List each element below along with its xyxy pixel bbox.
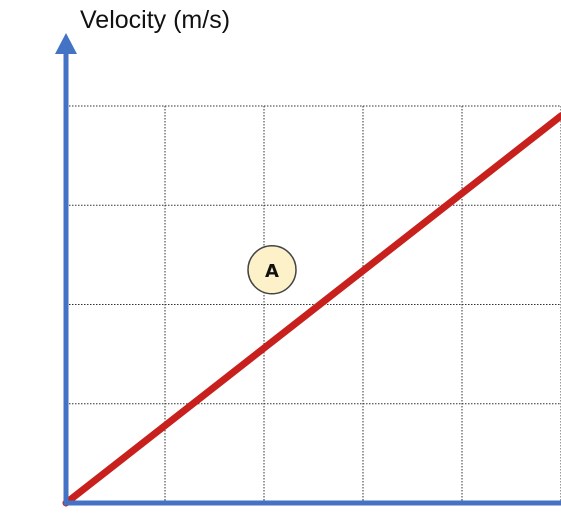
marker-label: A <box>265 261 279 282</box>
y-axis-arrowhead <box>55 33 77 54</box>
series-layer <box>62 112 561 507</box>
y-axis-title: Velocity (m/s) <box>80 6 230 34</box>
annotations-layer: A <box>247 245 297 295</box>
marker-circle <box>247 245 297 295</box>
series-line <box>62 112 561 507</box>
grid <box>66 105 561 503</box>
axes <box>55 33 561 506</box>
